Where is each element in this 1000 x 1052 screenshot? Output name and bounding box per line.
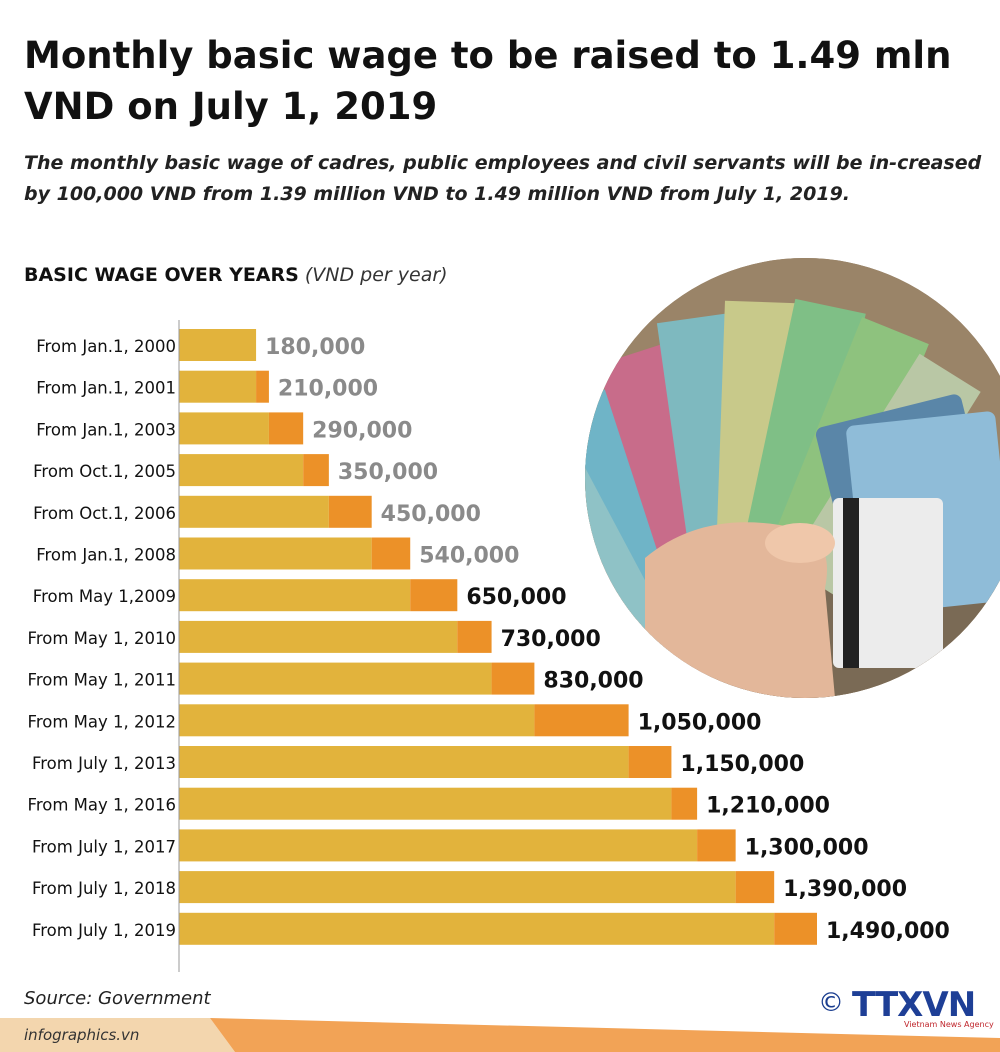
value-label: 1,390,000 [783, 877, 907, 902]
bar-increase [671, 787, 698, 820]
value-label: 1,490,000 [826, 919, 950, 944]
logo-subtext: Vietnam News Agency [904, 1020, 994, 1029]
bar [179, 579, 411, 612]
bar-increase [491, 662, 535, 695]
bar-increase [534, 704, 629, 737]
bar-increase [628, 746, 672, 778]
value-label: 1,300,000 [745, 835, 869, 860]
category-label: From July 1, 2017 [32, 837, 176, 856]
category-label: From Jan.1, 2001 [36, 379, 176, 398]
value-label: 830,000 [543, 669, 643, 694]
chart-title: BASIC WAGE OVER YEARS [24, 264, 299, 286]
wage-bar-chart: From Jan.1, 2000 180,000 From Jan.1, 2001 2… [28, 320, 950, 972]
page-title: Monthly basic wage to be raised to 1.49 … [24, 34, 952, 128]
value-label: 1,210,000 [706, 794, 830, 819]
value-label: 540,000 [419, 544, 519, 569]
chart-heading: BASIC WAGE OVER YEARS (VND per year) [24, 264, 448, 286]
bar [179, 912, 775, 945]
value-label: 650,000 [466, 585, 566, 610]
chart-unit: (VND per year) [304, 264, 448, 286]
category-label: From Oct.1, 2005 [33, 462, 176, 481]
bar-increase [268, 412, 304, 445]
bar-increase [371, 537, 411, 570]
bar [179, 746, 629, 778]
bar [179, 704, 535, 737]
value-label: 210,000 [278, 377, 378, 402]
category-label: From May 1,2009 [33, 587, 176, 606]
bar [179, 454, 304, 487]
bar-increase [735, 871, 775, 904]
bar [179, 412, 269, 445]
bar-increase [256, 370, 269, 403]
category-label: From May 1, 2010 [28, 629, 176, 648]
category-label: From Jan.1, 2008 [36, 546, 176, 565]
footer-stripe [0, 1018, 1000, 1052]
bar-increase [697, 829, 736, 862]
category-label: From Jan.1, 2000 [36, 337, 176, 356]
value-label: 450,000 [381, 502, 481, 527]
bar [179, 787, 672, 820]
category-label: From July 1, 2019 [32, 921, 176, 940]
bar [179, 537, 372, 570]
copyright-symbol: © [818, 988, 844, 1018]
bar [179, 829, 698, 862]
bar-increase [328, 495, 372, 528]
value-label: 350,000 [338, 460, 438, 485]
category-label: From May 1, 2012 [28, 712, 176, 731]
source-note: Source: Government [24, 988, 211, 1009]
value-label: 1,150,000 [680, 752, 804, 777]
category-label: From Jan.1, 2003 [36, 420, 176, 439]
bar [179, 871, 736, 904]
ttxvn-logo: © TTXVN Vietnam News Agency [818, 985, 994, 1032]
bar [179, 495, 329, 528]
value-label: 290,000 [312, 418, 412, 443]
website-label: infographics.vn [24, 1026, 140, 1044]
value-label: 180,000 [265, 335, 365, 360]
money-photo [585, 258, 1000, 698]
bar [179, 370, 257, 403]
bar-increase [774, 912, 817, 945]
value-label: 1,050,000 [638, 710, 762, 735]
bar [179, 620, 458, 653]
subtitle: The monthly basic wage of cadres, public… [24, 152, 982, 205]
money-illustration [585, 258, 1000, 698]
category-label: From July 1, 2013 [32, 754, 176, 773]
bar-increase [303, 454, 329, 487]
bar [179, 329, 257, 361]
category-label: From May 1, 2011 [28, 671, 176, 690]
category-label: From May 1, 2016 [28, 796, 176, 815]
bar-increase [457, 620, 492, 653]
bar [179, 662, 492, 695]
category-label: From Oct.1, 2006 [33, 504, 176, 523]
logo-text: TTXVN [852, 985, 976, 1025]
value-label: 730,000 [501, 627, 601, 652]
category-label: From July 1, 2018 [32, 879, 176, 898]
bar-increase [410, 579, 458, 612]
